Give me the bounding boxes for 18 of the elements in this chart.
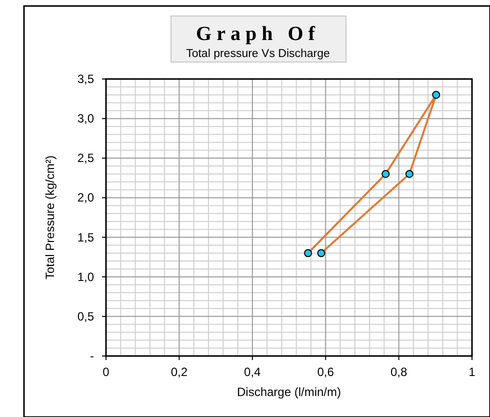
y-tick-label: 1,0	[77, 270, 94, 284]
x-tick-label: 0,2	[170, 365, 188, 379]
y-tick-label: -	[90, 349, 94, 363]
y-tick-label: 3,5	[77, 72, 94, 86]
y-axis-title: Total Pressure (kg/cm²)	[43, 155, 57, 280]
x-tick-label: 0,8	[390, 365, 408, 379]
y-tick-label: 3,0	[77, 112, 94, 126]
x-tick-label: 0	[102, 365, 110, 379]
x-tick-label: 1	[468, 365, 476, 379]
y-tick-label: 0,5	[77, 309, 94, 324]
y-tick-label: 2,5	[77, 151, 94, 166]
y-tick-label: 2,0	[77, 190, 94, 205]
chart-subtitle: Total pressure Vs Discharge	[186, 48, 330, 60]
chart-title: Graph Of	[196, 23, 320, 45]
x-tick-label: 0,4	[244, 365, 262, 379]
x-axis-title: Discharge (l/min/m)	[236, 385, 342, 399]
x-tick-label: 0,6	[317, 365, 334, 379]
y-tick-label: 1,5	[77, 230, 94, 244]
